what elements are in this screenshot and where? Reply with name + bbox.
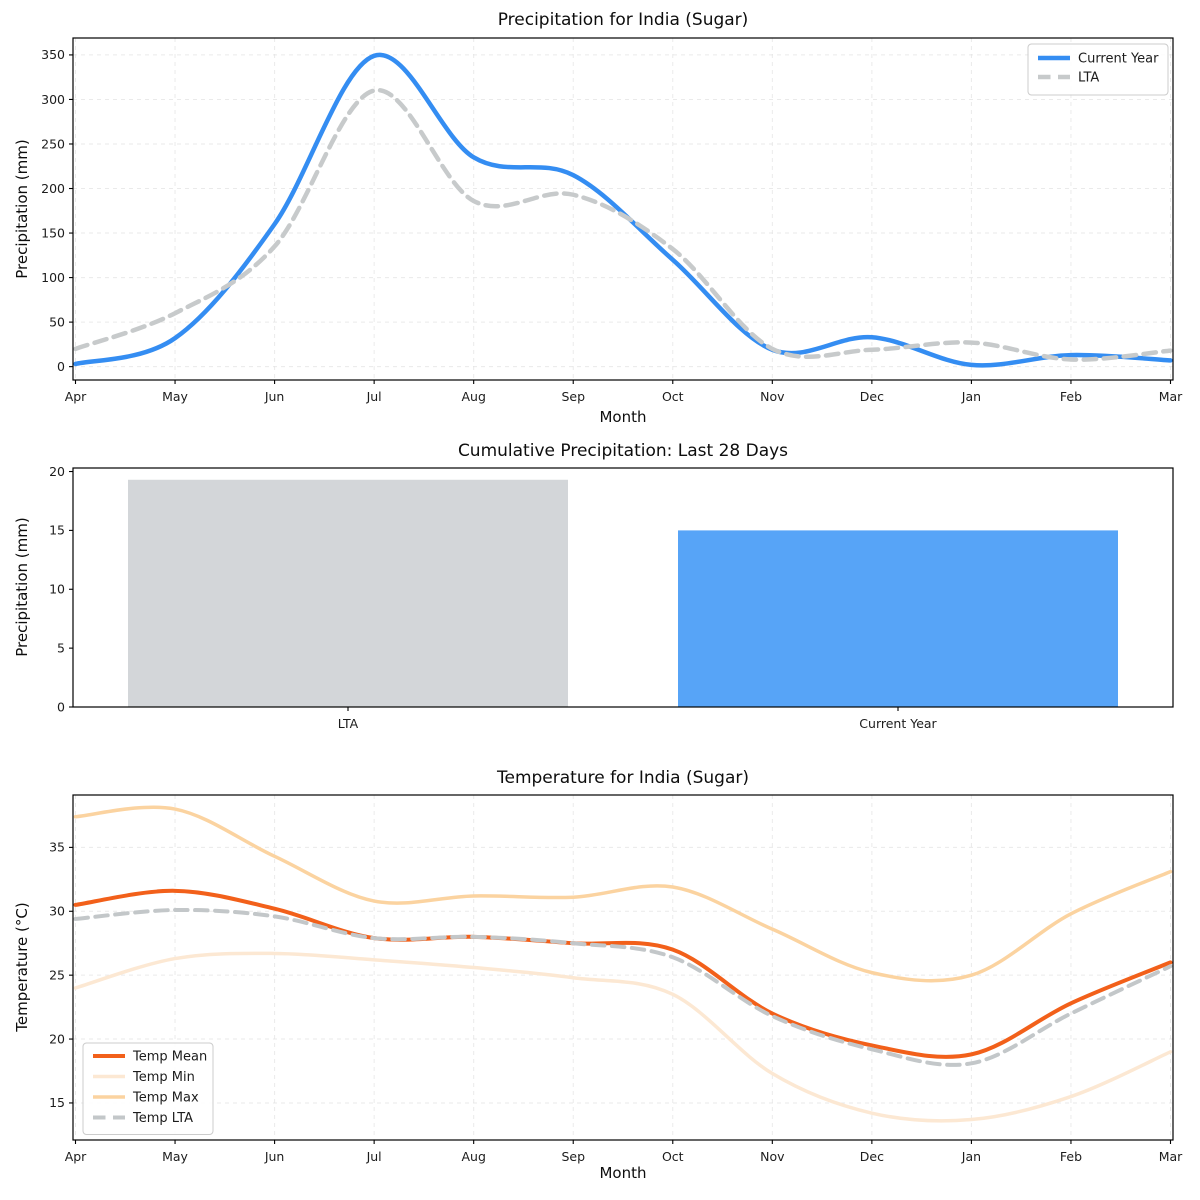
axes-frame bbox=[72, 794, 1174, 1141]
temp-line-legend: Temp Mean Temp Min Temp Max Temp LTA bbox=[82, 1042, 214, 1135]
x-tick-label: Dec bbox=[860, 389, 884, 404]
x-tick-label: Jul bbox=[366, 1149, 382, 1164]
x-tick-label: Apr bbox=[65, 1149, 87, 1164]
x-tick-label: Aug bbox=[461, 1149, 485, 1164]
y-tick-label: 15 bbox=[49, 1095, 65, 1110]
x-tick-label: Sep bbox=[561, 1149, 585, 1164]
y-tick-label: 25 bbox=[49, 967, 65, 982]
y-tick-label: 20 bbox=[49, 1031, 65, 1046]
y-tick-label: 100 bbox=[41, 270, 65, 285]
x-tick-label: Oct bbox=[662, 389, 684, 404]
x-tick-label: Sep bbox=[561, 389, 585, 404]
x-tick-label: Current Year bbox=[859, 716, 937, 731]
x-tick-label: LTA bbox=[338, 716, 359, 731]
bar-lta bbox=[128, 479, 568, 707]
precip-line-ylabel: Precipitation (mm) bbox=[13, 139, 31, 279]
x-tick-label: Aug bbox=[461, 389, 485, 404]
legend-label: Temp Min bbox=[132, 1070, 195, 1085]
precip-line-legend: Current Year LTA bbox=[1027, 43, 1169, 96]
y-tick-label: 10 bbox=[49, 582, 65, 597]
y-tick-label: 150 bbox=[41, 225, 65, 240]
temp-line-ylabel: Temperature (°C) bbox=[13, 902, 31, 1032]
x-tick-label: Oct bbox=[662, 1149, 684, 1164]
x-tick-label: Nov bbox=[760, 1149, 785, 1164]
precip-line-plot: 0 50 100 150 200 250 300 350 Apr May Jun Jul Aug Sep O… bbox=[41, 37, 1183, 404]
precip-line-title: Precipitation for India (Sugar) bbox=[497, 10, 749, 30]
precip-bar-plot: 0 5 10 15 20 LTA Current Year bbox=[49, 464, 1174, 731]
y-tick-label: 20 bbox=[49, 464, 65, 479]
series-temp-max bbox=[73, 805, 1173, 983]
y-tick-label: 50 bbox=[49, 314, 65, 329]
x-tick-label: Mar bbox=[1159, 1149, 1183, 1164]
series-temp-min bbox=[73, 951, 1173, 1123]
legend-label: Current Year bbox=[1078, 52, 1159, 67]
precip-line-xlabel: Month bbox=[599, 408, 647, 426]
legend-label: Temp LTA bbox=[132, 1111, 193, 1126]
axes-frame bbox=[72, 467, 1174, 708]
series-temp-mean bbox=[73, 888, 1173, 1059]
y-tick-label: 250 bbox=[41, 136, 65, 151]
y-tick-label: 30 bbox=[49, 904, 65, 919]
y-tick-label: 200 bbox=[41, 181, 65, 196]
x-tick-label: May bbox=[162, 389, 188, 404]
x-tick-label: Mar bbox=[1159, 389, 1183, 404]
series-temp-lta bbox=[73, 907, 1173, 1067]
x-tick-label: Jun bbox=[264, 389, 285, 404]
x-tick-label: Nov bbox=[760, 389, 785, 404]
x-tick-label: Jul bbox=[366, 389, 382, 404]
y-tick-label: 35 bbox=[49, 840, 65, 855]
x-tick-label: Dec bbox=[860, 1149, 884, 1164]
x-tick-label: Jan bbox=[961, 1149, 981, 1164]
y-tick-label: 300 bbox=[41, 92, 65, 107]
x-tick-label: Jun bbox=[264, 1149, 285, 1164]
x-tick-label: Apr bbox=[65, 389, 87, 404]
series-current-year bbox=[73, 52, 1173, 368]
y-tick-label: 0 bbox=[57, 699, 65, 714]
x-tick-label: May bbox=[162, 1149, 188, 1164]
bar-current-year bbox=[678, 530, 1118, 707]
precip-bar-title: Cumulative Precipitation: Last 28 Days bbox=[457, 441, 789, 461]
y-tick-label: 350 bbox=[41, 47, 65, 62]
temp-line-plot: 15 20 25 30 35 Apr May Jun Jul Aug Sep Oct Nov Dec Jan… bbox=[49, 794, 1183, 1164]
precip-bar-ylabel: Precipitation (mm) bbox=[13, 517, 31, 657]
y-tick-label: 0 bbox=[57, 359, 65, 374]
y-tick-label: 15 bbox=[49, 523, 65, 538]
series-lta bbox=[73, 88, 1173, 362]
axes-frame bbox=[72, 37, 1174, 381]
y-tick-label: 5 bbox=[57, 640, 65, 655]
legend-label: LTA bbox=[1078, 71, 1099, 86]
temp-line-title: Temperature for India (Sugar) bbox=[496, 768, 750, 788]
x-tick-label: Jan bbox=[961, 389, 981, 404]
legend-label: Temp Max bbox=[132, 1091, 199, 1106]
x-tick-label: Feb bbox=[1060, 1149, 1082, 1164]
temp-line-xlabel: Month bbox=[599, 1164, 647, 1182]
legend-box bbox=[82, 1042, 214, 1135]
legend-label: Temp Mean bbox=[132, 1050, 207, 1065]
x-tick-label: Feb bbox=[1060, 389, 1082, 404]
